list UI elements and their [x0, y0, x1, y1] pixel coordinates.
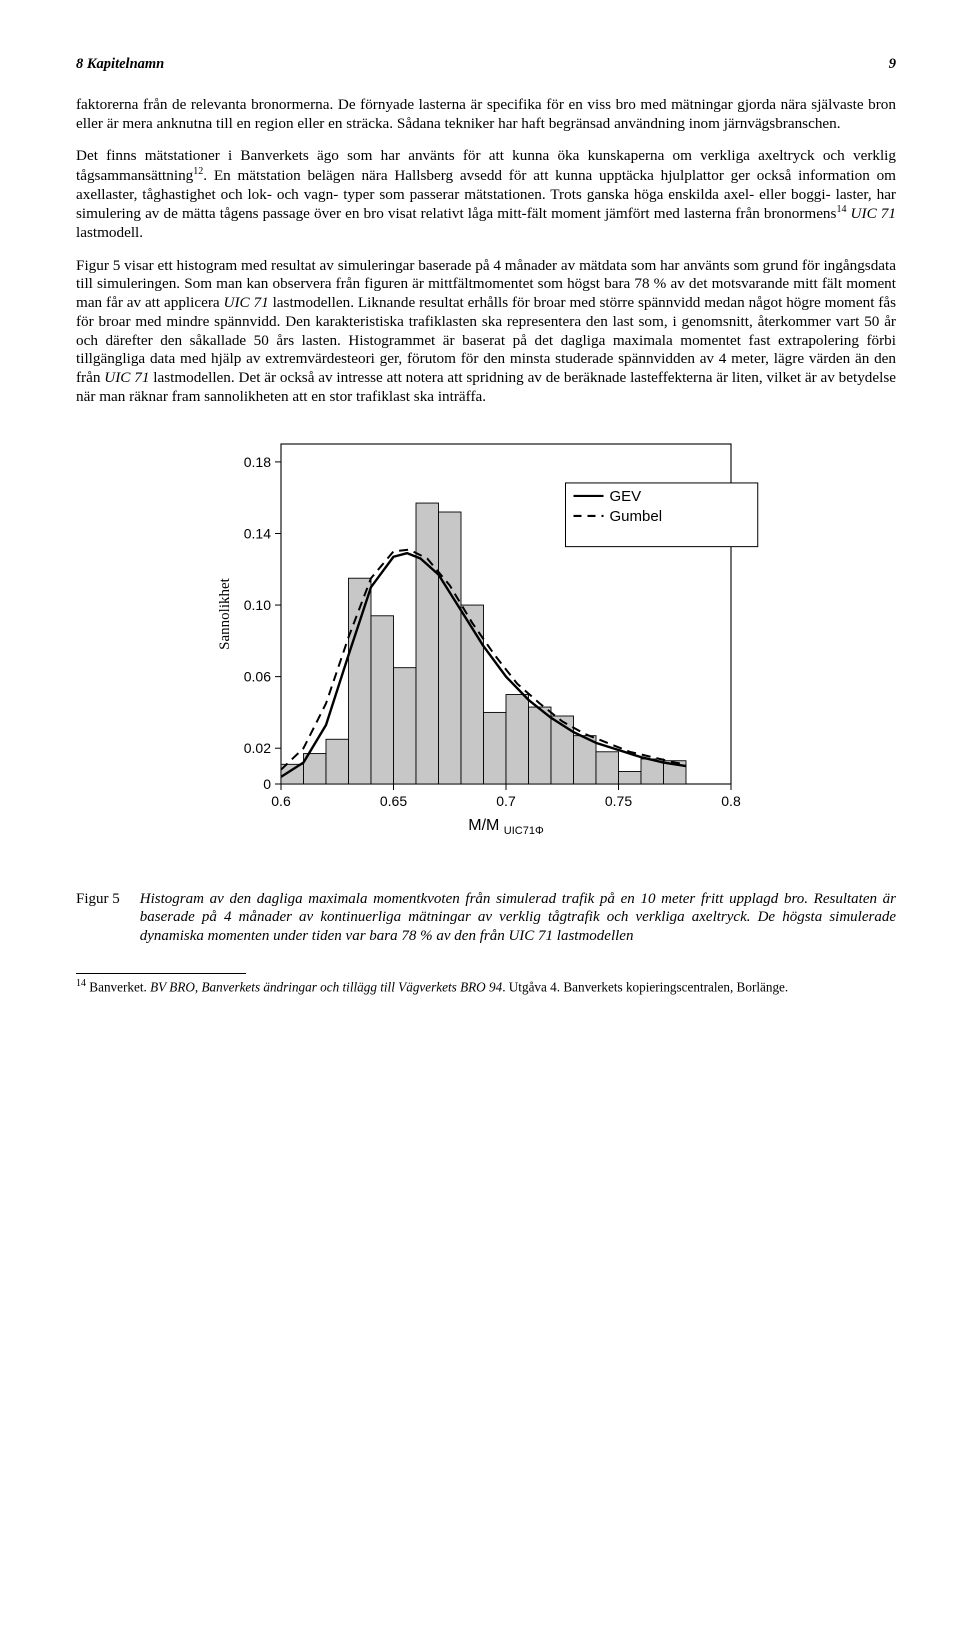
paragraph-2: Det finns mätstationer i Banverkets ägo … — [76, 147, 896, 243]
svg-text:0.75: 0.75 — [605, 793, 632, 809]
svg-text:0.02: 0.02 — [244, 740, 271, 756]
svg-text:0.10: 0.10 — [244, 597, 271, 613]
svg-text:0.7: 0.7 — [496, 793, 516, 809]
p3-uic71-1: UIC 71 — [224, 294, 269, 311]
p3-uic71-2: UIC 71 — [104, 369, 149, 386]
figure-5-chart: 0.6 0.65 0.7 0.75 0.8 0 0.02 0.06 0.10 0.14 0.18 Sa… — [211, 424, 761, 860]
histogram-svg: 0.6 0.65 0.7 0.75 0.8 0 0.02 0.06 0.10 0.14 0.18 Sa… — [211, 424, 761, 854]
p3-c: lastmodellen. Det är också av intresse a… — [76, 369, 896, 405]
superscript-14: 14 — [836, 204, 846, 215]
footnote-separator — [76, 973, 246, 974]
footnote-a: Banverket. — [89, 980, 150, 995]
figure-caption-text: Histogram av den dagliga maximala moment… — [140, 890, 896, 945]
header-title: 8 Kapitelnamn — [76, 56, 164, 74]
figure-label: Figur 5 — [76, 890, 120, 908]
svg-text:Gumbel: Gumbel — [610, 508, 663, 525]
svg-text:0.65: 0.65 — [380, 793, 407, 809]
header-pagenum: 9 — [889, 56, 896, 74]
svg-text:Sannolikhet: Sannolikhet — [217, 578, 233, 650]
svg-text:M/M UIC71Φ: M/M UIC71Φ — [468, 817, 544, 837]
svg-text:0.8: 0.8 — [721, 793, 741, 809]
svg-text:0.14: 0.14 — [244, 526, 271, 542]
paragraph-3: Figur 5 visar ett histogram med resultat… — [76, 257, 896, 407]
superscript-12: 12 — [193, 166, 203, 177]
footnote-14: 14 Banverket. BV BRO, Banverkets ändring… — [76, 978, 896, 996]
p2-d: lastmodell. — [76, 224, 143, 241]
svg-text:0: 0 — [263, 776, 271, 792]
p2-uic71: UIC 71 — [851, 205, 896, 222]
paragraph-1: faktorerna från de relevanta bronormerna… — [76, 96, 896, 133]
running-header: 8 Kapitelnamn 9 — [76, 56, 896, 74]
footnote-num: 14 — [76, 978, 86, 989]
svg-text:0.6: 0.6 — [271, 793, 291, 809]
svg-text:GEV: GEV — [610, 488, 642, 505]
footnote-title: BV BRO, Banverkets ändringar och tillägg… — [150, 980, 502, 995]
footnote-b: . Utgåva 4. Banverkets kopieringscentral… — [502, 980, 788, 995]
svg-text:0.18: 0.18 — [244, 454, 271, 470]
figure-5-caption: Figur 5 Histogram av den dagliga maximal… — [76, 890, 896, 945]
svg-text:0.06: 0.06 — [244, 669, 271, 685]
